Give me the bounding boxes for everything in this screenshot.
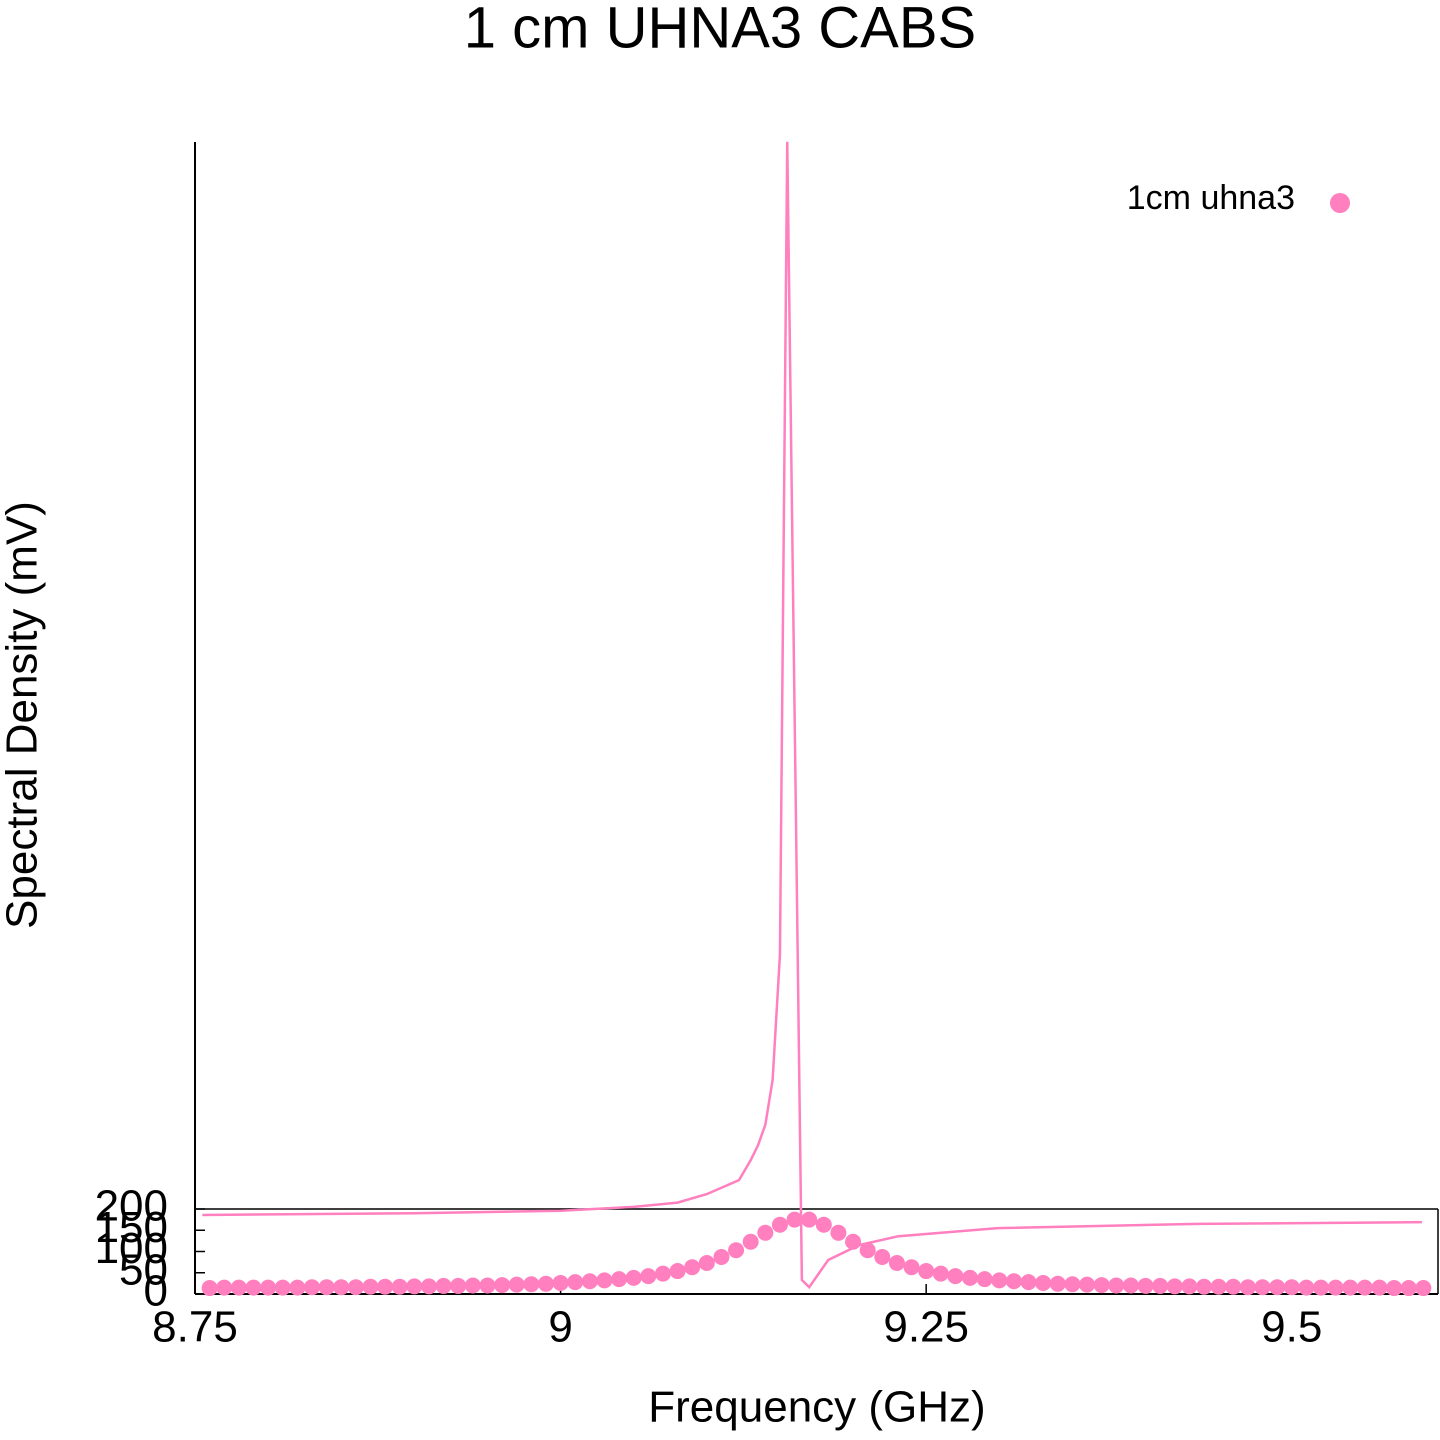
data-point	[420, 1278, 437, 1295]
data-point	[815, 1216, 832, 1233]
chart-title: 1 cm UHNA3 CABS	[464, 0, 976, 60]
data-point	[640, 1268, 657, 1285]
data-point	[1005, 1273, 1022, 1290]
data-point	[450, 1277, 467, 1294]
data-point	[801, 1211, 818, 1228]
data-point	[567, 1274, 584, 1291]
data-point	[260, 1279, 277, 1296]
y-tick-label: 100	[95, 1224, 168, 1273]
data-point	[274, 1279, 291, 1296]
data-point	[1035, 1274, 1052, 1291]
data-point	[230, 1279, 247, 1296]
data-point	[1137, 1277, 1154, 1294]
data-point	[406, 1278, 423, 1295]
data-point	[976, 1271, 993, 1288]
data-point	[1269, 1279, 1286, 1296]
data-point	[654, 1265, 671, 1282]
data-point	[1064, 1276, 1081, 1293]
y-tick-label: 50	[119, 1245, 168, 1294]
x-tick-label: 8.75	[152, 1303, 238, 1352]
data-point	[552, 1274, 569, 1291]
data-point	[962, 1269, 979, 1286]
data-point	[742, 1233, 759, 1250]
data-point	[537, 1275, 554, 1292]
data-point	[1356, 1279, 1373, 1296]
data-point	[1181, 1278, 1198, 1295]
data-point	[1196, 1278, 1213, 1295]
data-point	[377, 1278, 394, 1295]
data-point	[611, 1271, 628, 1288]
data-point	[1415, 1280, 1432, 1297]
data-point	[494, 1277, 511, 1294]
data-point	[874, 1249, 891, 1266]
data-point	[1093, 1277, 1110, 1294]
data-point	[435, 1277, 452, 1294]
data-point	[1400, 1280, 1417, 1297]
x-tick-label: 9.5	[1261, 1303, 1322, 1352]
data-point	[1225, 1278, 1242, 1295]
data-point	[859, 1242, 876, 1259]
data-point	[1020, 1274, 1037, 1291]
data-point	[479, 1277, 496, 1294]
data-point	[464, 1277, 481, 1294]
data-point	[289, 1279, 306, 1296]
data-point	[991, 1272, 1008, 1289]
data-point	[698, 1254, 715, 1271]
data-point	[1283, 1279, 1300, 1296]
data-point	[303, 1279, 320, 1296]
y-tick-label: 200	[95, 1182, 168, 1231]
data-point	[947, 1268, 964, 1285]
legend-marker	[1330, 193, 1350, 213]
data-point	[728, 1242, 745, 1259]
data-point	[1239, 1279, 1256, 1296]
data-point	[1166, 1278, 1183, 1295]
data-point	[581, 1273, 598, 1290]
data-point	[786, 1211, 803, 1228]
data-point	[1152, 1277, 1169, 1294]
x-axis-label: Frequency (GHz)	[648, 1383, 985, 1432]
data-point	[684, 1259, 701, 1276]
data-point	[1386, 1280, 1403, 1297]
data-point	[523, 1276, 540, 1293]
data-point	[362, 1278, 379, 1295]
fit-line	[202, 141, 1422, 1290]
data-point	[216, 1279, 233, 1296]
data-point	[771, 1216, 788, 1233]
data-point	[1079, 1276, 1096, 1293]
data-point	[245, 1279, 262, 1296]
data-point	[333, 1279, 350, 1296]
data-point	[1108, 1277, 1125, 1294]
data-point	[888, 1254, 905, 1271]
x-tick-label: 9.25	[883, 1303, 969, 1352]
y-tick-label: 150	[95, 1203, 168, 1252]
data-point	[757, 1224, 774, 1241]
data-point	[669, 1263, 686, 1280]
data-point	[318, 1279, 335, 1296]
legend-label: 1cm uhna3	[1127, 179, 1295, 217]
data-point	[1371, 1279, 1388, 1296]
data-point	[391, 1278, 408, 1295]
data-point	[347, 1279, 364, 1296]
data-point	[1327, 1279, 1344, 1296]
data-point	[918, 1263, 935, 1280]
data-point	[596, 1272, 613, 1289]
data-point	[1049, 1275, 1066, 1292]
data-point	[1298, 1279, 1315, 1296]
data-point	[1313, 1279, 1330, 1296]
data-point	[1210, 1278, 1227, 1295]
data-point	[1122, 1277, 1139, 1294]
data-point	[932, 1265, 949, 1282]
data-point	[713, 1249, 730, 1266]
data-point	[830, 1224, 847, 1241]
data-point	[903, 1259, 920, 1276]
data-point	[1342, 1279, 1359, 1296]
x-tick-label: 9	[548, 1303, 572, 1352]
y-tick-label: 0	[144, 1267, 168, 1316]
data-point	[201, 1280, 218, 1297]
data-point	[1254, 1279, 1271, 1296]
data-point	[625, 1269, 642, 1286]
y-axis-label: Spectral Density (mV)	[0, 501, 47, 929]
data-point	[508, 1276, 525, 1293]
